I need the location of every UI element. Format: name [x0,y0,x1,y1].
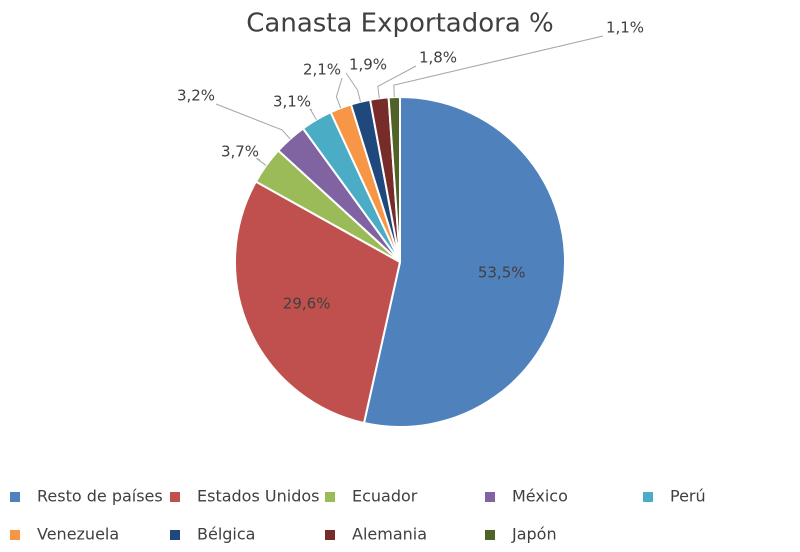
leader-line [393,35,604,98]
legend-marker [10,492,20,502]
leader-line [377,65,417,99]
data-label: 29,6% [283,294,331,312]
leader-line [345,72,361,102]
legend-marker [170,492,180,502]
data-label: 3,1% [273,93,311,111]
legend-label: Japón [511,525,557,544]
legend-marker [170,530,180,540]
leader-line [215,103,291,140]
legend-label: Alemania [352,525,427,544]
leader-line [309,108,317,120]
legend-label: Resto de países [37,487,163,506]
legend-marker [325,530,335,540]
leader-line [256,157,267,166]
data-label: 1,1% [606,19,644,37]
data-label: 1,8% [419,49,457,67]
legend-marker [643,492,653,502]
pie-slice [234,180,402,425]
legend-label: Venezuela [37,525,119,544]
data-label: 3,7% [221,143,259,161]
data-label: 53,5% [478,264,526,282]
pie-slice [362,95,566,428]
data-label: 1,9% [349,56,387,74]
data-label: 3,2% [177,87,215,105]
legend-label: Bélgica [197,525,255,544]
legend-label: Ecuador [352,487,418,506]
data-label: 2,1% [303,61,341,79]
legend-label: Estados Unidos [197,487,319,506]
legend-marker [325,492,335,502]
legend-marker [485,492,495,502]
legend-marker [10,530,20,540]
legend-label: Perú [670,487,706,506]
legend-marker [485,530,495,540]
legend-label: México [512,487,568,506]
chart-title: Canasta Exportadora % [246,9,553,39]
leader-line [335,77,343,109]
